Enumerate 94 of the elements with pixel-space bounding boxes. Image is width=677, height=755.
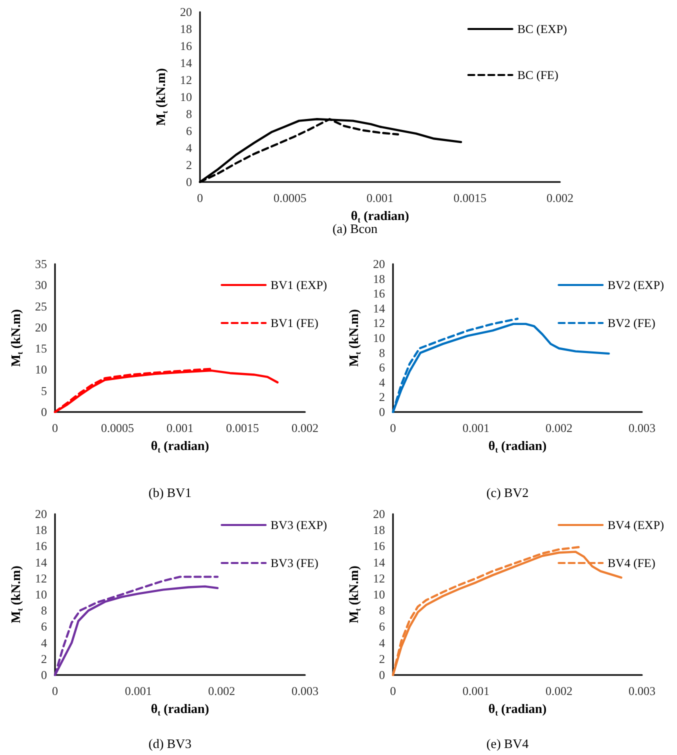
y-tick-label: 20 — [180, 5, 192, 19]
legend-label: BV3 (FE) — [270, 556, 318, 570]
x-tick-label: 0.001 — [166, 421, 194, 435]
y-tick-label: 35 — [35, 257, 47, 271]
y-tick-label: 20 — [35, 507, 47, 521]
y-tick-label: 18 — [373, 272, 385, 286]
y-tick-label: 16 — [35, 539, 47, 554]
x-tick-label: 0 — [197, 191, 203, 205]
y-tick-label: 8 — [379, 346, 385, 360]
x-tick-label: 0 — [390, 684, 396, 698]
y-axis-title: Mt (kN.m) — [8, 309, 25, 367]
legend-label: BV2 (FE) — [608, 316, 656, 330]
y-tick-label: 8 — [379, 604, 385, 618]
y-tick-label: 14 — [180, 56, 192, 70]
y-tick-label: 18 — [180, 22, 192, 36]
y-tick-label: 8 — [186, 107, 192, 121]
y-tick-label: 16 — [373, 539, 385, 554]
legend-label: BV1 (EXP) — [270, 278, 328, 292]
y-tick-label: 25 — [35, 299, 47, 314]
x-tick-label: 0.0005 — [101, 421, 134, 435]
y-tick-label: 0 — [41, 405, 47, 419]
y-tick-label: 15 — [35, 342, 47, 356]
text: (c) BV2 — [486, 485, 529, 500]
x-tick-label: 0 — [390, 421, 396, 435]
text: (a) Bcon — [332, 221, 378, 236]
y-tick-label: 14 — [373, 301, 385, 316]
y-axis-title: Mt (kN.m) — [153, 68, 170, 126]
y-tick-label: 12 — [373, 316, 385, 330]
legend-label: BC (EXP) — [517, 22, 568, 36]
y-tick-label: 4 — [379, 375, 385, 390]
y-tick-label: 2 — [41, 652, 47, 666]
y-tick-label: 5 — [41, 384, 47, 398]
y-axis-title: Mt (kN.m) — [346, 309, 363, 367]
x-tick-label: 0.001 — [462, 684, 490, 698]
y-tick-label: 20 — [373, 507, 385, 521]
x-tick-label: 0.001 — [366, 191, 394, 205]
y-tick-label: 6 — [379, 620, 385, 634]
y-tick-label: 10 — [35, 588, 47, 602]
legend-label: BV4 (EXP) — [608, 518, 664, 532]
y-tick-label: 10 — [373, 331, 385, 345]
x-tick-label: 0.002 — [546, 421, 572, 435]
x-tick-label: 0.0015 — [454, 191, 486, 205]
text: (b) BV1 — [148, 485, 192, 500]
y-tick-label: 16 — [373, 286, 385, 301]
y-tick-label: 18 — [35, 523, 47, 538]
y-tick-label: 18 — [373, 523, 385, 538]
y-tick-label: 6 — [186, 124, 192, 138]
x-tick-label: 0.003 — [628, 421, 656, 435]
x-tick-label: 0.002 — [292, 421, 318, 435]
x-tick-label: 0.0005 — [274, 191, 306, 205]
y-tick-label: 2 — [186, 158, 192, 172]
y-tick-label: 0 — [41, 668, 47, 682]
x-tick-label: 0 — [52, 684, 58, 698]
legend-label: BV3 (EXP) — [270, 518, 328, 532]
text: (e) BV4 — [486, 736, 530, 751]
y-tick-label: 14 — [373, 555, 385, 570]
y-tick-label: 12 — [180, 73, 192, 87]
y-tick-label: 2 — [379, 390, 385, 404]
y-tick-label: 20 — [373, 257, 385, 271]
x-tick-label: 0.002 — [208, 684, 236, 698]
legend-label: BC (FE) — [517, 68, 558, 82]
y-axis-title: Mt (kN.m) — [8, 566, 25, 624]
legend-label: BV4 (FE) — [608, 556, 656, 570]
x-tick-label: 0.0015 — [226, 421, 259, 435]
y-tick-label: 20 — [35, 320, 47, 334]
y-tick-label: 10 — [180, 90, 192, 104]
x-tick-label: 0.002 — [546, 684, 572, 698]
y-tick-label: 6 — [379, 360, 385, 375]
y-tick-label: 0 — [379, 668, 385, 682]
y-tick-label: 10 — [35, 362, 47, 377]
y-tick-label: 4 — [41, 636, 47, 650]
y-tick-label: 4 — [379, 636, 385, 650]
y-tick-label: 0 — [186, 175, 192, 189]
y-tick-label: 30 — [35, 278, 47, 292]
y-tick-label: 12 — [35, 571, 47, 586]
x-tick-label: 0.003 — [292, 684, 318, 698]
x-tick-label: 0 — [52, 421, 58, 435]
y-tick-label: 0 — [379, 405, 385, 419]
x-tick-label: 0.001 — [124, 684, 152, 698]
x-tick-label: 0.001 — [462, 421, 490, 435]
y-tick-label: 10 — [373, 588, 385, 602]
y-tick-label: 16 — [180, 39, 192, 53]
y-tick-label: 14 — [35, 555, 47, 570]
x-tick-label: 0.002 — [546, 191, 574, 205]
y-tick-label: 8 — [41, 604, 47, 618]
x-tick-label: 0.003 — [628, 684, 656, 698]
y-tick-label: 2 — [379, 652, 385, 666]
legend-label: BV2 (EXP) — [608, 278, 664, 292]
text: (d) BV3 — [148, 736, 192, 751]
legend-label: BV1 (FE) — [270, 316, 318, 330]
y-tick-label: 4 — [186, 141, 192, 155]
y-tick-label: 12 — [373, 571, 385, 586]
y-tick-label: 6 — [41, 620, 47, 634]
y-axis-title: Mt (kN.m) — [346, 566, 363, 624]
